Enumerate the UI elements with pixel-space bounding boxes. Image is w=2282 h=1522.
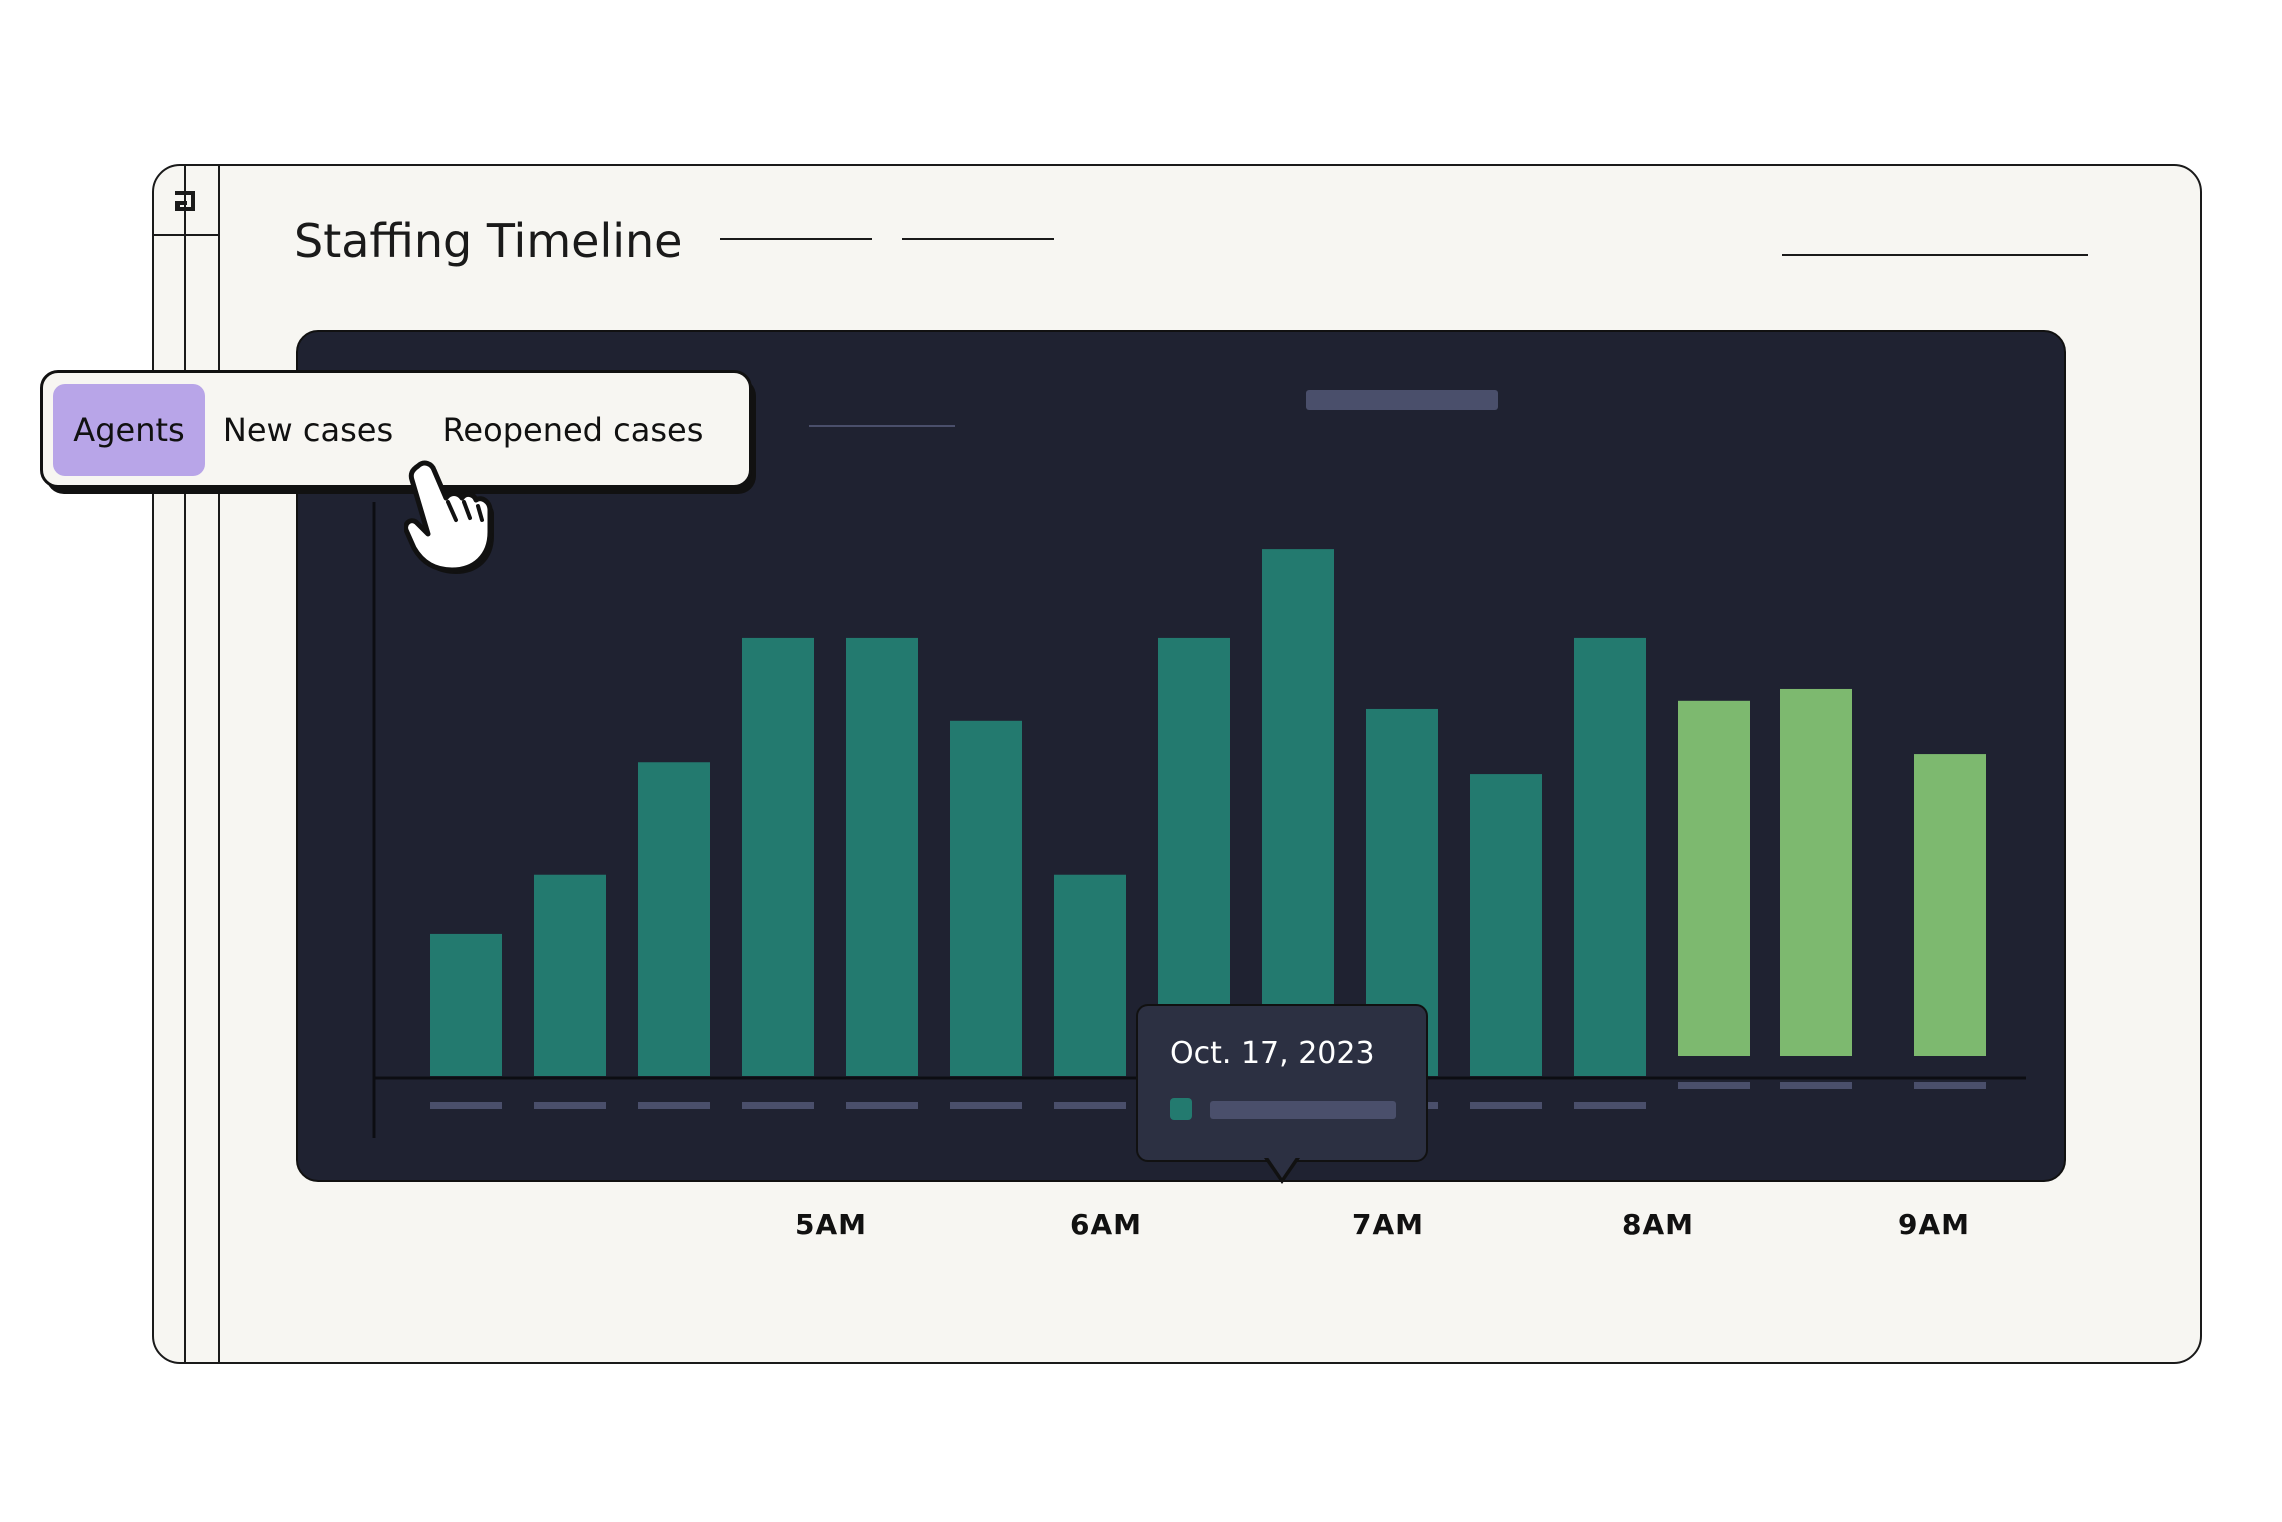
header-placeholder-link[interactable] [720, 238, 872, 240]
bar [1262, 549, 1334, 1076]
x-tick-label-placeholder [1914, 1082, 1986, 1089]
x-tick-label-placeholder [534, 1102, 606, 1109]
tab-reopened-cases[interactable]: Reopened cases [442, 411, 704, 449]
bar [638, 762, 710, 1076]
time-label-6am: 6AM [1070, 1208, 1143, 1241]
tooltip-pointer-fill [1267, 1156, 1297, 1178]
metric-tabs: Agents New cases Reopened cases [40, 370, 752, 488]
x-tick-label-placeholder [1574, 1102, 1646, 1109]
time-label-5am: 5AM [795, 1208, 868, 1241]
tooltip-series-swatch [1170, 1098, 1192, 1120]
time-label-7am: 7AM [1352, 1208, 1425, 1241]
bar [1574, 637, 1646, 1076]
sidebar-rail-divider [184, 166, 186, 1362]
tab-agents[interactable]: Agents [53, 384, 205, 476]
header-placeholder-link[interactable] [902, 238, 1054, 240]
x-tick-label-placeholder [1780, 1082, 1852, 1089]
bar [534, 874, 606, 1076]
x-tick-label-placeholder [950, 1102, 1022, 1109]
sidebar-rail-divider [218, 166, 220, 1362]
bar-forecast [1914, 754, 1986, 1056]
app-window: Staffing Timeline Oct. 17, 2023 [152, 164, 2202, 1364]
chart-tooltip: Oct. 17, 2023 [1136, 1004, 1428, 1184]
bar [1054, 874, 1126, 1076]
x-tick-label-placeholder [1470, 1102, 1542, 1109]
hand-pointer-icon [404, 460, 494, 574]
tooltip-date: Oct. 17, 2023 [1170, 1036, 1375, 1071]
bar [846, 637, 918, 1076]
x-tick-label-placeholder [742, 1102, 814, 1109]
bar [1470, 774, 1542, 1076]
bar [742, 637, 814, 1076]
tab-new-cases[interactable]: New cases [222, 411, 394, 449]
bar [1158, 637, 1230, 1076]
bar-forecast [1780, 688, 1852, 1056]
bar [430, 933, 502, 1076]
x-tick-label-placeholder [638, 1102, 710, 1109]
x-tick-label-placeholder [1054, 1102, 1126, 1109]
tooltip-value-placeholder [1210, 1101, 1396, 1119]
x-tick-label-placeholder [1678, 1082, 1750, 1089]
x-tick-label-placeholder [846, 1102, 918, 1109]
bar-chart [372, 390, 2026, 1138]
x-tick-label-placeholder [430, 1102, 502, 1109]
bar-forecast [1678, 700, 1750, 1056]
time-label-8am: 8AM [1622, 1208, 1695, 1241]
chart-legend-placeholder [1306, 390, 1498, 410]
time-label-9am: 9AM [1898, 1208, 1971, 1241]
bar [950, 720, 1022, 1076]
sidebar-rail-header [154, 166, 220, 236]
page-title: Staffing Timeline [294, 214, 683, 268]
header-placeholder-control[interactable] [1782, 254, 2088, 256]
